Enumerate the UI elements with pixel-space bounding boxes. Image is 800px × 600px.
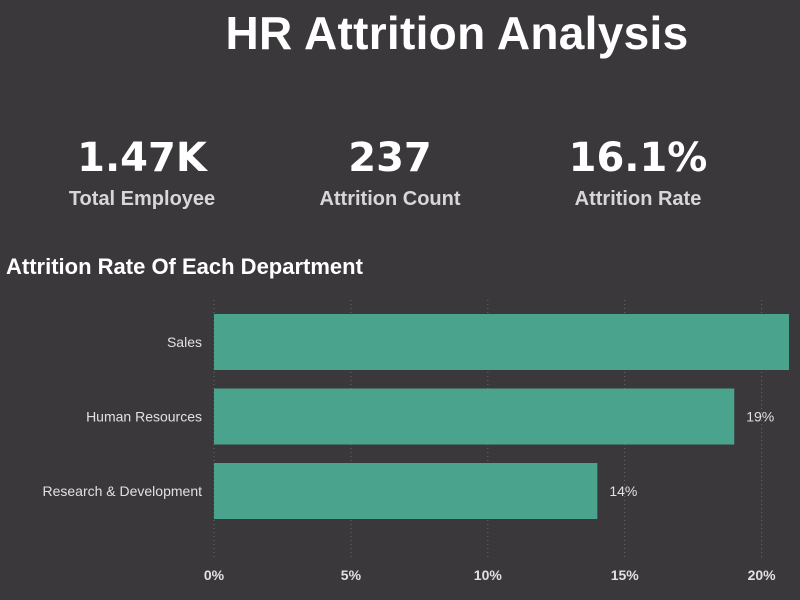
category-label: Human Resources bbox=[86, 409, 202, 425]
kpi-label: Attrition Count bbox=[319, 188, 461, 210]
x-tick-label: 20% bbox=[748, 567, 777, 583]
kpi-attrition-count: 237 Attrition Count bbox=[270, 134, 510, 211]
kpi-label: Total Employee bbox=[68, 188, 216, 210]
data-label: 19% bbox=[746, 409, 774, 425]
x-tick-label: 15% bbox=[611, 567, 640, 583]
chart-title: Attrition Rate Of Each Department bbox=[6, 254, 363, 279]
kpi-label: Attrition Rate bbox=[574, 188, 702, 210]
kpi-value: 16.1% bbox=[568, 135, 708, 181]
data-label: 14% bbox=[609, 483, 637, 499]
kpi-attrition-rate: 16.1% Attrition Rate bbox=[518, 134, 758, 211]
x-tick-label: 0% bbox=[204, 567, 225, 583]
kpi-total-employee: 1.47K Total Employee bbox=[22, 134, 262, 211]
kpi-value: 237 bbox=[348, 135, 432, 181]
dashboard-title: HR Attrition Analysis bbox=[225, 7, 689, 59]
kpi-value: 1.47K bbox=[77, 135, 207, 181]
bar bbox=[214, 463, 598, 519]
category-label: Sales bbox=[167, 334, 202, 350]
bar bbox=[214, 314, 789, 370]
x-tick-label: 10% bbox=[474, 567, 503, 583]
category-label: Research & Development bbox=[42, 483, 202, 499]
x-tick-label: 5% bbox=[341, 567, 362, 583]
department-attrition-bar-chart: Sales Human Resources 19% Research & Develo… bbox=[42, 300, 789, 583]
bar bbox=[214, 388, 735, 445]
